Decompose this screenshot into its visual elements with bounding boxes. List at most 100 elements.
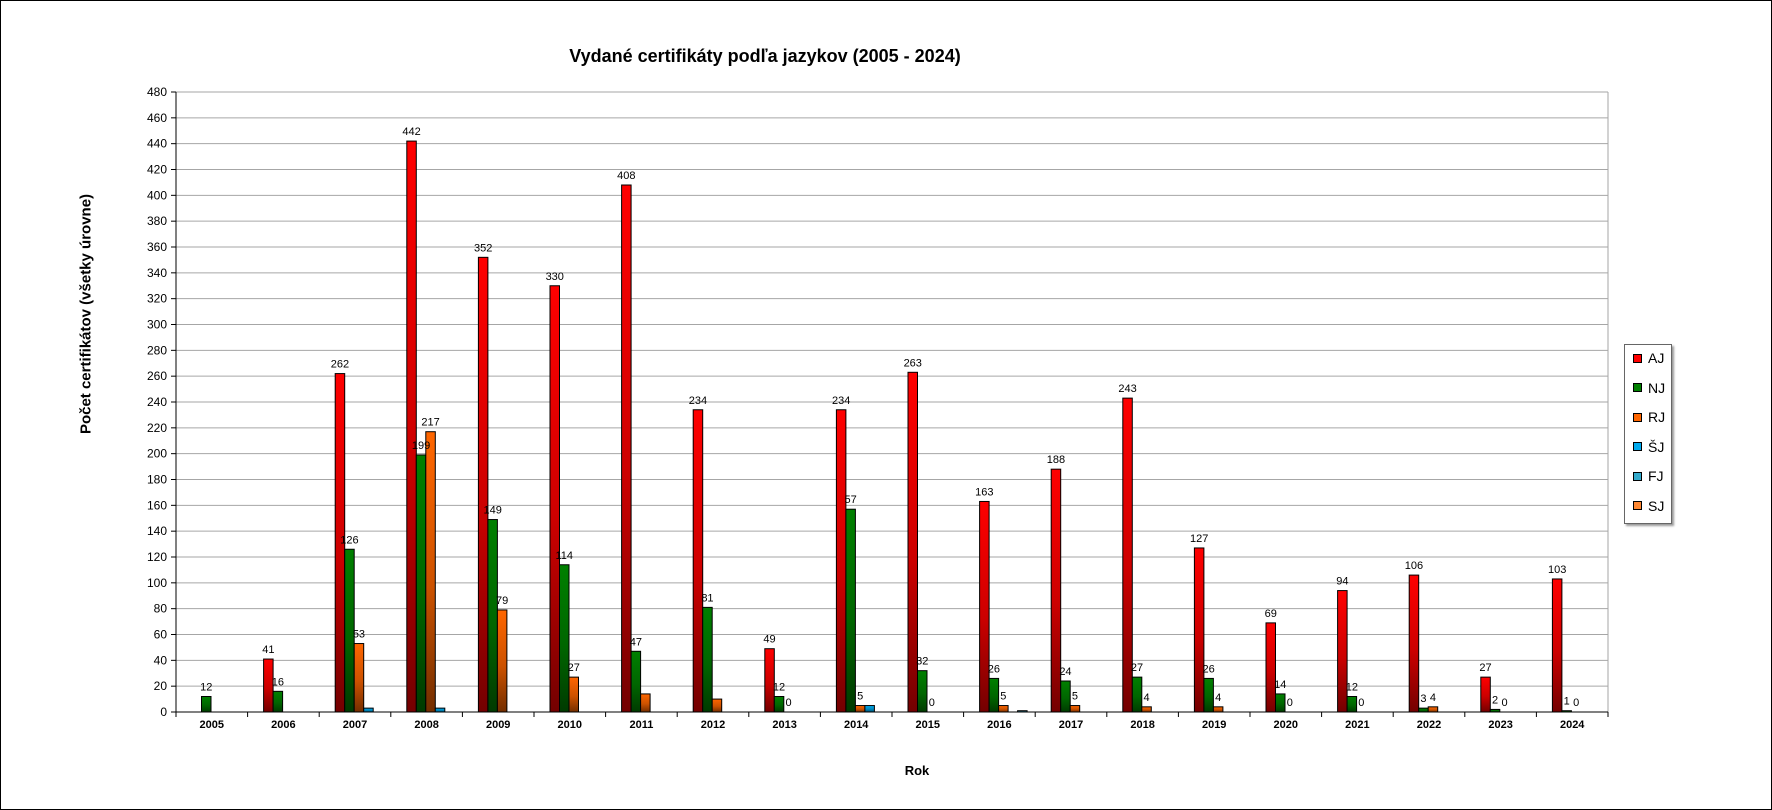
legend-swatch — [1633, 471, 1642, 481]
bar-nj-2006 — [272, 690, 284, 713]
x-tick-label: 2018 — [1130, 719, 1154, 731]
data-label: 94 — [1336, 576, 1348, 588]
data-label: 49 — [763, 634, 775, 646]
bar-rj-2009 — [496, 609, 508, 713]
x-tick-label: 2008 — [414, 719, 438, 731]
bar-aj-2023 — [1480, 676, 1491, 713]
bar-šj-2007 — [363, 707, 374, 713]
bar-aj-2020 — [1265, 622, 1276, 713]
bar-aj-2019 — [1193, 547, 1205, 713]
data-label: 26 — [988, 663, 1000, 675]
data-label: 41 — [262, 644, 274, 656]
legend-swatch — [1633, 501, 1642, 510]
bar-aj-2014 — [835, 409, 847, 713]
bar-aj-2009 — [477, 256, 489, 713]
bar-rj-2007 — [353, 643, 365, 713]
legend-item-sj: SJ — [1633, 497, 1664, 515]
y-tick-label: 400 — [147, 188, 167, 202]
data-label: 234 — [689, 395, 707, 407]
bar-šj-2014 — [864, 705, 875, 713]
x-tick-label: 2012 — [701, 719, 725, 731]
legend-label: NJ — [1648, 379, 1666, 396]
data-label: 12 — [1346, 682, 1358, 694]
legend-swatch — [1633, 412, 1642, 422]
data-label: 79 — [496, 595, 508, 607]
bar-rj-2008 — [425, 431, 436, 713]
bar-rj-2012 — [711, 698, 723, 713]
bar-rj-2019 — [1212, 706, 1224, 713]
y-tick-label: 440 — [147, 137, 167, 151]
y-tick-label: 200 — [147, 447, 167, 461]
x-tick-label: 2013 — [772, 719, 796, 731]
bar-rj-2018 — [1141, 706, 1152, 713]
legend-item-aj: AJ — [1633, 349, 1664, 367]
bar-aj-2011 — [621, 184, 632, 713]
y-tick-label: 280 — [147, 343, 167, 357]
data-label: 217 — [421, 417, 439, 429]
data-label: 234 — [832, 395, 850, 407]
bar-aj-2008 — [406, 140, 417, 713]
legend-item-nj: NJ — [1633, 379, 1665, 397]
bar-rj-2010 — [568, 676, 579, 713]
chart-title: Vydané certifikáty podľa jazykov (2005 -… — [569, 46, 961, 66]
data-label: 0 — [1573, 697, 1579, 709]
data-label: 1 — [1564, 696, 1570, 708]
data-label: 0 — [1501, 697, 1507, 709]
bar-nj-2016 — [988, 677, 1000, 713]
bar-nj-2015 — [917, 670, 928, 713]
bar-aj-2010 — [549, 285, 560, 713]
x-tick-label: 2024 — [1560, 719, 1585, 731]
y-tick-label: 360 — [147, 240, 167, 254]
bar-aj-2022 — [1408, 574, 1420, 713]
bar-nj-2005 — [201, 696, 212, 713]
data-label: 57 — [845, 494, 857, 506]
x-tick-label: 2011 — [629, 719, 653, 731]
data-label: 199 — [412, 440, 430, 452]
data-label: 127 — [1190, 533, 1208, 545]
y-tick-label: 320 — [147, 292, 167, 306]
x-tick-label: 2015 — [916, 719, 940, 731]
data-label: 5 — [1072, 691, 1078, 703]
legend-swatch — [1633, 383, 1642, 392]
data-label: 106 — [1405, 560, 1423, 572]
data-label: 408 — [617, 170, 635, 182]
data-label: 47 — [630, 636, 642, 648]
bar-rj-2014 — [854, 705, 866, 713]
bar-nj-2017 — [1060, 680, 1071, 713]
y-tick-label: 380 — [147, 214, 167, 228]
data-label: 5 — [1000, 691, 1006, 703]
bar-nj-2021 — [1346, 696, 1358, 713]
data-label: 27 — [568, 662, 580, 674]
legend-label: FJ — [1648, 468, 1664, 484]
x-tick-label: 2014 — [844, 719, 869, 731]
y-tick-label: 40 — [154, 653, 168, 667]
legend-label: RJ — [1648, 409, 1666, 425]
data-label: 263 — [904, 357, 922, 369]
bar-rj-2011 — [640, 693, 651, 713]
bar-nj-2010 — [559, 564, 570, 713]
legend-label: AJ — [1648, 350, 1665, 366]
data-label: 32 — [916, 656, 928, 668]
data-label: 12 — [773, 682, 785, 694]
data-label: 149 — [483, 505, 501, 517]
y-tick-label: 140 — [147, 524, 167, 538]
data-label: 0 — [1358, 697, 1364, 709]
legend-label: ŠJ — [1648, 438, 1665, 455]
data-label: 53 — [353, 629, 365, 641]
data-label: 4 — [1143, 692, 1149, 704]
x-tick-label: 2017 — [1059, 719, 1083, 731]
data-label: 330 — [546, 271, 564, 283]
legend-item-šj: ŠJ — [1633, 438, 1664, 456]
y-tick-label: 420 — [147, 163, 167, 177]
data-label: 69 — [1265, 608, 1277, 620]
data-label: 163 — [975, 486, 993, 498]
y-tick-label: 220 — [147, 421, 167, 435]
legend-item-fj: FJ — [1633, 467, 1664, 485]
data-label: 243 — [1118, 383, 1136, 395]
x-tick-label: 2016 — [987, 719, 1011, 731]
legend-item-rj: RJ — [1633, 408, 1665, 426]
y-tick-label: 100 — [147, 576, 167, 590]
x-tick-label: 2022 — [1417, 719, 1441, 731]
bar-nj-2013 — [773, 696, 785, 713]
